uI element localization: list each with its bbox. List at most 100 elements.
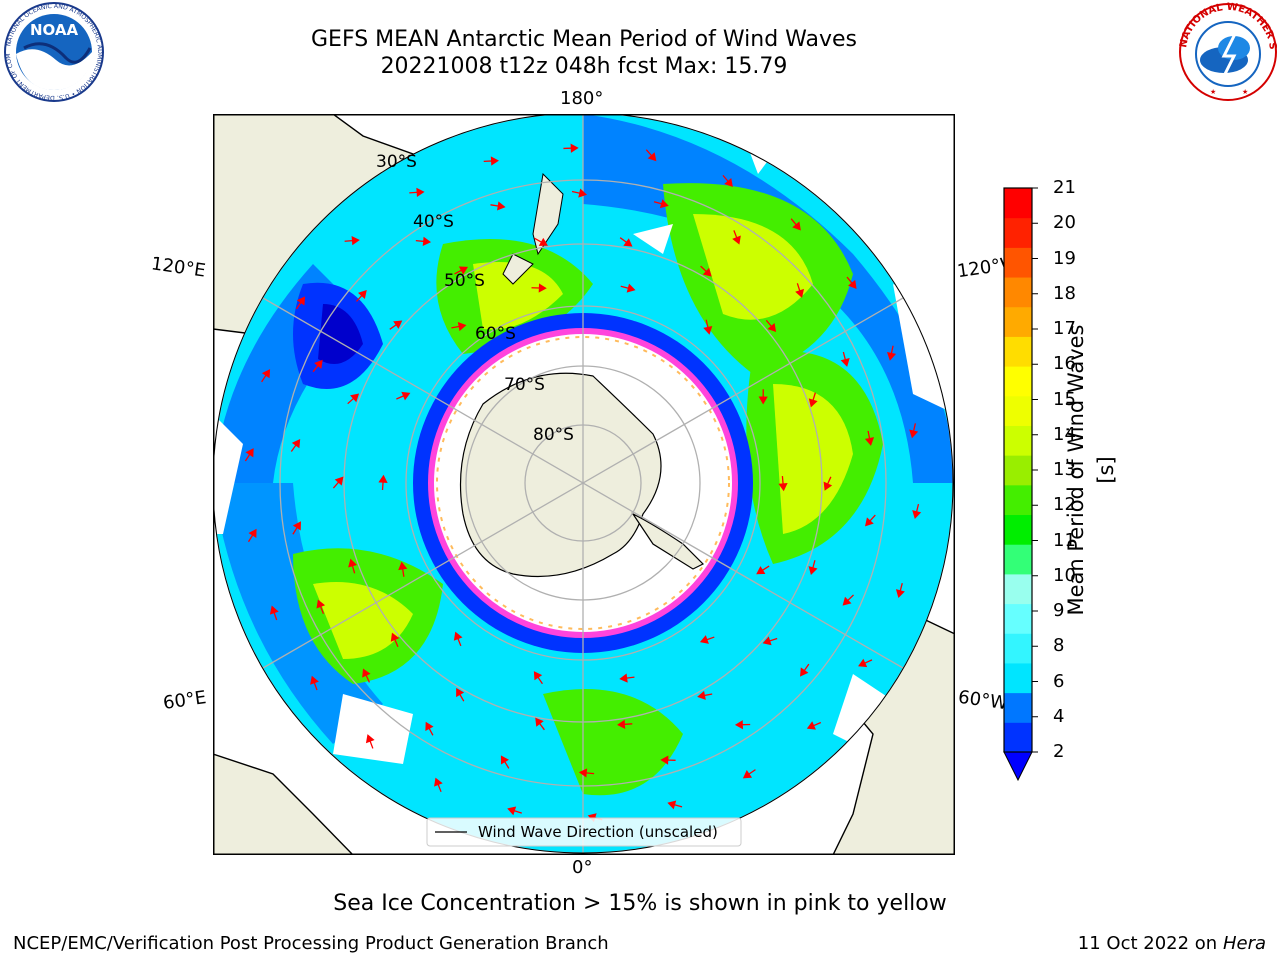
colorbar-swatch [1004, 544, 1032, 575]
colorbar-tick-label: 15 [1053, 388, 1076, 410]
colorbar-tick-label: 21 [1053, 177, 1076, 198]
wind-wave-arrow [316, 599, 326, 614]
colorbar-tick-label: 19 [1053, 247, 1076, 269]
wind-wave-arrow [865, 514, 876, 527]
credit-line: NCEP/EMC/Verification Post Processing Pr… [13, 933, 609, 954]
lon-label-bottom: 0° [572, 857, 593, 878]
wind-wave-arrow [699, 635, 715, 644]
wind-wave-arrow [742, 769, 756, 779]
wind-wave-arrow [645, 149, 657, 162]
colorbar-tick-label: 9 [1053, 600, 1065, 621]
colorbar-swatch [1004, 722, 1032, 753]
wind-wave-arrow [356, 290, 367, 302]
sea-ice-note: Sea Ice Concentration > 15% is shown in … [333, 891, 947, 916]
colorbar-tick-label: 4 [1053, 705, 1065, 727]
wind-wave-arrow [292, 521, 301, 535]
colorbar-tick-label: 6 [1053, 670, 1065, 692]
wind-wave-arrow [269, 605, 279, 621]
colorbar-tick-label: 14 [1053, 423, 1076, 445]
wind-wave-arrow [722, 174, 733, 188]
lat-label-40: 40°S [413, 212, 454, 232]
wind-wave-arrow [806, 721, 822, 730]
wind-wave-arrow [762, 636, 778, 646]
svg-text:★: ★ [1210, 88, 1216, 96]
wind-wave-arrow [758, 389, 768, 405]
colorbar-swatch [1004, 306, 1032, 337]
wind-wave-arrow [348, 558, 358, 574]
wind-wave-direction-arrows [244, 143, 922, 823]
wind-wave-arrow [453, 631, 463, 647]
wind-wave-arrow [778, 475, 788, 492]
wind-wave-arrow [389, 320, 403, 330]
map-panel: Wind Wave Direction (unscaled) [213, 114, 955, 855]
wind-wave-arrow [846, 276, 857, 289]
stamp-host: Hera [1222, 933, 1266, 954]
colorbar-tick-label: 16 [1053, 353, 1076, 375]
wind-wave-arrow [667, 800, 683, 810]
wind-wave-arrow [909, 423, 919, 439]
wind-wave-arrow [362, 668, 371, 683]
wind-wave-arrow [507, 806, 522, 816]
wind-wave-arrow [840, 351, 850, 367]
wind-wave-arrow [619, 237, 633, 247]
wind-wave-arrow [390, 632, 400, 648]
nws-logo: NATIONAL WEATHER SERVICE ★ ★ [1176, 2, 1278, 101]
wind-wave-arrow [842, 594, 854, 606]
wind-wave-arrow [765, 319, 777, 333]
wind-wave-arrow [365, 734, 375, 749]
wind-wave-arrow [409, 187, 425, 197]
wind-wave-arrow [244, 448, 254, 462]
wind-wave-arrow [697, 690, 713, 700]
colorbar [1003, 187, 1038, 782]
wind-wave-arrow [700, 265, 712, 277]
wind-wave-arrow [295, 296, 306, 310]
map-frame [213, 114, 955, 855]
antarctica [459, 372, 662, 578]
colorbar-swatch [1004, 692, 1032, 723]
colorbar-swatch [1004, 425, 1032, 456]
wind-wave-arrow [456, 687, 465, 702]
colorbar-swatch [1004, 247, 1032, 278]
svg-text:★: ★ [1242, 88, 1248, 96]
wind-wave-arrow [261, 369, 271, 383]
wind-wave-arrow [247, 528, 257, 543]
colorbar-swatch [1004, 188, 1032, 219]
wind-wave-arrow [795, 283, 805, 298]
wind-wave-arrow [734, 720, 751, 730]
wind-wave-arrow [790, 218, 801, 231]
wind-wave-arrow [434, 777, 443, 793]
colorbar-swatch [1004, 662, 1032, 694]
lon-label-top: 180° [560, 88, 604, 109]
wind-wave-arrow [895, 583, 905, 599]
colorbar-tick-label: 17 [1053, 318, 1076, 339]
colorbar-swatch [1004, 455, 1032, 486]
legend-label: Wind Wave Direction (unscaled) [478, 823, 718, 841]
wind-wave-arrow [344, 236, 360, 246]
wind-wave-arrow [347, 393, 360, 405]
colorbar-tick-label: 13 [1053, 459, 1076, 480]
lat-label-50: 50°S [444, 271, 485, 291]
wind-wave-arrow [396, 391, 411, 401]
wind-wave-arrow [619, 673, 635, 683]
wind-wave-arrow [563, 143, 579, 153]
colorbar-swatch [1004, 336, 1032, 367]
wind-wave-arrow [886, 345, 897, 361]
colorbar-tick-label: 18 [1053, 282, 1076, 304]
graticule [213, 114, 953, 853]
wind-wave-arrow [378, 474, 388, 491]
wind-wave-arrow [823, 476, 833, 491]
wind-wave-arrow [533, 671, 543, 685]
lon-label-upper-left: 120°E [149, 253, 207, 282]
wind-wave-arrow [535, 717, 545, 731]
colorbar-swatch [1004, 514, 1032, 545]
wind-wave-arrow [398, 561, 408, 577]
wind-wave-arrow [534, 237, 548, 246]
colorbar-swatch [1004, 277, 1032, 308]
svg-text:NOAA: NOAA [30, 21, 79, 39]
wind-wave-arrow [454, 266, 469, 275]
wind-wave-arrow [500, 755, 510, 769]
colorbar-tick-label: 2 [1053, 741, 1065, 762]
wind-wave-arrow [660, 755, 676, 765]
colorbar-tick-label: 20 [1053, 212, 1076, 234]
colorbar-swatch [1004, 484, 1032, 516]
